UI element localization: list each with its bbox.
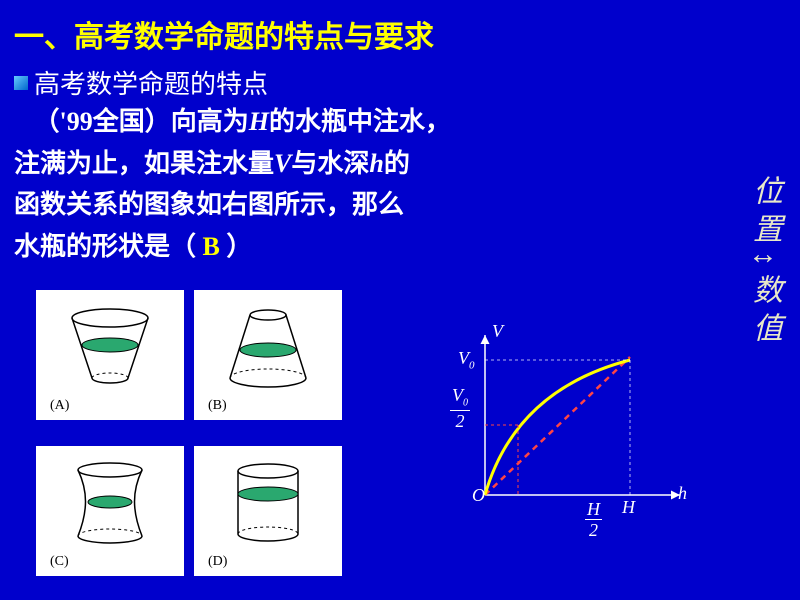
V0-label: V0 <box>458 348 475 372</box>
shape-C-icon <box>50 456 170 551</box>
t2b: 与水深 <box>291 149 369 178</box>
t4b: ） <box>226 232 252 261</box>
subtitle: 高考数学命题的特点 <box>34 64 268 101</box>
x-axis-label: h <box>678 483 687 504</box>
var-h: h <box>369 149 383 178</box>
shape-B-icon <box>208 300 328 395</box>
origin-label: O <box>472 485 485 506</box>
option-D: (D) <box>194 446 342 576</box>
shape-D-icon <box>208 456 328 551</box>
option-C: (C) <box>36 446 184 576</box>
t4a: 水瓶的形状是（ <box>14 232 196 261</box>
page-title: 一、高考数学命题的特点与要求 <box>0 0 800 56</box>
H-label: H <box>622 497 635 518</box>
label-D: (D) <box>208 554 227 570</box>
var-V: V <box>274 149 291 178</box>
bullet-line: 高考数学命题的特点 <box>0 56 800 101</box>
t1b: 的水瓶中注水， <box>269 107 451 136</box>
var-H: H <box>249 107 269 136</box>
answer-options: (A) (B) (C) <box>36 290 346 590</box>
shape-A-icon <box>50 300 170 395</box>
label-C: (C) <box>50 554 69 570</box>
t2a: 注满为止，如果注水量 <box>14 149 274 178</box>
t2c: 的 <box>384 149 410 178</box>
answer: B <box>196 232 226 261</box>
t3: 函数关系的图象如右图所示，那么 <box>14 190 404 219</box>
label-B: (B) <box>208 398 227 414</box>
side-annotation: 位置↕数值 <box>746 175 782 350</box>
option-B: (B) <box>194 290 342 420</box>
option-A: (A) <box>36 290 184 420</box>
H-half-label: H 2 <box>585 499 602 539</box>
V0-half-label: V0 2 <box>450 385 470 430</box>
problem-text: （'99全国）向高为H的水瓶中注水， 注满为止，如果注水量V与水深h的 函数关系… <box>0 101 800 267</box>
bullet-icon <box>14 76 28 90</box>
label-A: (A) <box>50 398 69 414</box>
t1a: （'99全国）向高为 <box>34 107 249 136</box>
graph: V h O V0 V0 2 H H 2 <box>440 325 700 555</box>
y-axis-label: V <box>492 321 503 342</box>
